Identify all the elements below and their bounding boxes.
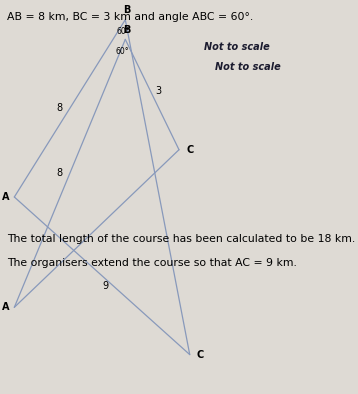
Text: The total length of the course has been calculated to be 18 km.: The total length of the course has been … [7, 234, 355, 244]
Text: B: B [124, 25, 131, 35]
Text: 8: 8 [56, 103, 62, 113]
Text: C: C [197, 349, 204, 360]
Text: C: C [186, 145, 193, 155]
Text: A: A [2, 302, 9, 312]
Text: AB = 8 km, BC = 3 km and angle ABC = 60°.: AB = 8 km, BC = 3 km and angle ABC = 60°… [7, 12, 253, 22]
Text: 9: 9 [102, 281, 109, 291]
Text: 60°: 60° [115, 46, 129, 56]
Text: 8: 8 [56, 168, 62, 178]
Text: 60°: 60° [116, 27, 130, 36]
Text: Not to scale: Not to scale [215, 62, 281, 72]
Text: Not to scale: Not to scale [204, 42, 270, 52]
Text: A: A [2, 192, 9, 202]
Text: The organisers extend the course so that AC = 9 km.: The organisers extend the course so that… [7, 258, 297, 268]
Text: B: B [124, 5, 131, 15]
Text: 3: 3 [155, 86, 162, 97]
